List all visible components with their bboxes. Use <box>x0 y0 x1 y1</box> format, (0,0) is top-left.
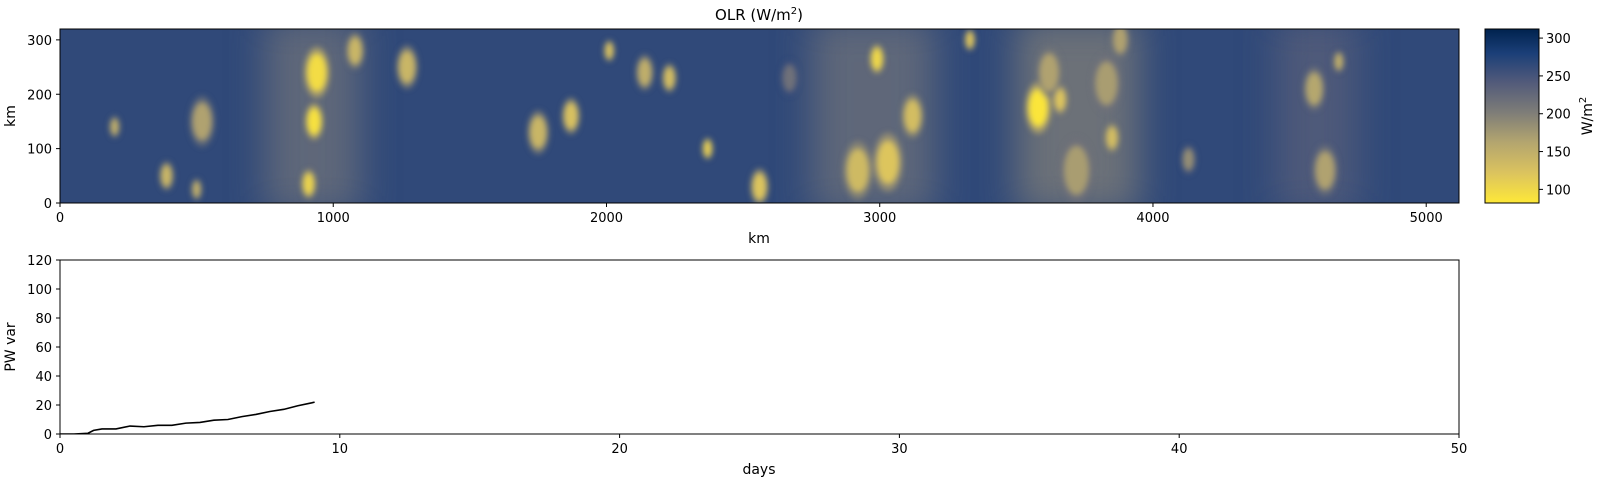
line-series-group <box>60 401 315 434</box>
heatmap-cell-26 <box>1113 29 1128 54</box>
line-y-label: PW var <box>3 322 19 372</box>
line-y-ticks: 0 20 40 60 80 100 120 <box>27 254 60 443</box>
heatmap-y-tick-label: 0 <box>44 197 52 212</box>
heatmap-x-tick-label: 3000 <box>863 211 896 226</box>
heatmap-cell-15 <box>752 173 767 201</box>
colorbar-tick-label: 300 <box>1546 32 1571 47</box>
colorbar-ticks: 100 150 200 250 300 <box>1539 32 1571 198</box>
heatmap-cell-22 <box>1054 88 1066 111</box>
heatmap-cell-4 <box>398 50 416 84</box>
colorbar-gradient <box>1484 28 1540 204</box>
heatmap-cell-17 <box>876 140 899 184</box>
heatmap-cell-19 <box>871 48 883 70</box>
heatmap-y-tick-label: 300 <box>27 34 52 49</box>
heatmap-cell-24 <box>1064 145 1089 195</box>
heatmap-cell-12 <box>637 58 652 87</box>
heatmap-cell-30 <box>1334 53 1343 70</box>
line-x-tick-label: 10 <box>332 442 349 457</box>
colorbar-tick-label: 100 <box>1546 183 1571 198</box>
heatmap-cell-14 <box>703 140 712 157</box>
heatmap-cell-28 <box>1315 151 1335 190</box>
heatmap-cell-23 <box>1039 53 1059 92</box>
heatmap-x-tick-label: 2000 <box>590 211 623 226</box>
heatmap-cells <box>109 29 1345 203</box>
heatmap-x-tick-label: 1000 <box>317 211 350 226</box>
heatmap-title: OLR (W/m2) <box>715 6 803 24</box>
line-y-tick-label: 100 <box>27 283 52 298</box>
heatmap-cell-18 <box>904 99 921 133</box>
heatmap-frame <box>59 28 1460 204</box>
line-x-label: days <box>742 462 775 478</box>
heatmap-cell-29 <box>1305 72 1323 106</box>
heatmap-cell-31 <box>1183 148 1194 171</box>
line-x-tick-label: 20 <box>611 442 628 457</box>
heatmap-cell-8 <box>192 181 201 198</box>
heatmap-y-tick-label: 200 <box>27 88 52 103</box>
heatmap-cell-9 <box>529 116 547 149</box>
olr-panel: OLR (W/m2) 0 1000 2000 3000 4000 5000 0 100 200… <box>3 6 1460 247</box>
line-x-tick-label: 40 <box>1171 442 1188 457</box>
heatmap-cell-10 <box>564 102 578 130</box>
heatmap-cell-7 <box>110 118 119 136</box>
line-y-tick-label: 20 <box>35 399 52 414</box>
heatmap-cell-20 <box>965 31 974 49</box>
heatmap-y-ticks: 0 100 200 300 <box>27 34 60 212</box>
heatmap-cell-1 <box>307 107 321 136</box>
heatmap-cell-2 <box>303 173 315 195</box>
heatmap-cell-0 <box>307 53 327 92</box>
line-series-0 <box>60 401 315 434</box>
line-x-tick-label: 50 <box>1451 442 1468 457</box>
heatmap-cell-21 <box>1028 88 1048 127</box>
heatmap-x-ticks: 0 1000 2000 3000 4000 5000 <box>56 203 1443 226</box>
heatmap-cell-25 <box>1095 61 1118 106</box>
line-y-tick-label: 60 <box>35 341 52 356</box>
heatmap-cell-27 <box>1106 126 1118 149</box>
heatmap-x-label: km <box>748 231 770 247</box>
line-x-tick-label: 0 <box>56 442 64 457</box>
line-x-tick-label: 30 <box>891 442 908 457</box>
heatmap-cell-13 <box>663 67 675 89</box>
heatmap-cell-3 <box>348 37 362 65</box>
heatmap-cell-5 <box>192 102 212 141</box>
line-plot-background <box>60 260 1459 434</box>
heatmap-x-tick-label: 5000 <box>1410 211 1443 226</box>
line-x-ticks: 0 10 20 30 40 50 <box>56 434 1467 457</box>
colorbar-tick-label: 250 <box>1546 70 1571 85</box>
pw-var-panel: 0 10 20 30 40 50 0 20 40 60 80 100 120 days PW var <box>3 254 1467 478</box>
colorbar-tick-label: 200 <box>1546 108 1571 123</box>
line-y-tick-label: 80 <box>35 312 52 327</box>
heatmap-x-tick-label: 4000 <box>1136 211 1169 226</box>
heatmap-cell-11 <box>605 42 614 59</box>
heatmap-y-label: km <box>3 105 19 127</box>
line-y-tick-label: 0 <box>44 428 52 443</box>
heatmap-cell-6 <box>161 164 173 187</box>
colorbar: 100 150 200 250 300 W/m2 <box>1484 28 1596 204</box>
heatmap-plot-area <box>60 29 1459 203</box>
line-y-tick-label: 120 <box>27 254 52 269</box>
heatmap-cell-32 <box>782 64 797 92</box>
heatmap-x-tick-label: 0 <box>56 211 64 226</box>
colorbar-tick-label: 150 <box>1546 146 1571 161</box>
heatmap-y-tick-label: 100 <box>27 143 52 158</box>
colorbar-label: W/m2 <box>1578 97 1596 136</box>
heatmap-cell-16 <box>846 148 869 193</box>
line-y-tick-label: 40 <box>35 370 52 385</box>
